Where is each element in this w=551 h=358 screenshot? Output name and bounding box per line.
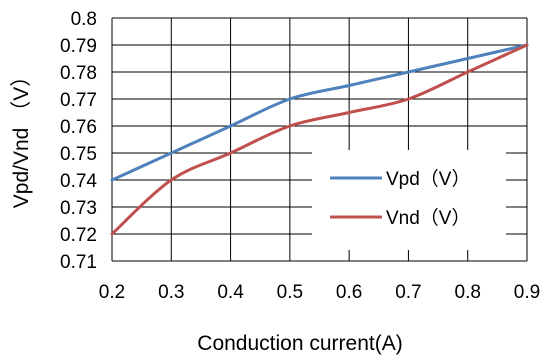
- y-tick-label: 0.71: [60, 252, 97, 273]
- y-tick-label: 0.72: [60, 225, 97, 246]
- y-tick-label: 0.76: [60, 117, 97, 138]
- legend-label: Vnd（V）: [386, 207, 470, 229]
- x-tick-label: 0.4: [217, 282, 244, 303]
- y-axis-label: Vpd/Vnd （V）: [10, 66, 33, 208]
- x-tick-label: 0.7: [395, 282, 421, 303]
- y-tick-label: 0.77: [60, 90, 97, 111]
- series-layer: [110, 43, 529, 236]
- x-tick-label: 0.3: [158, 282, 184, 303]
- y-axis-ticks: 0.71 0.72 0.73 0.74 0.75 0.76 0.77 0.78 0.79 0.8: [60, 9, 97, 273]
- y-tick-label: 0.74: [60, 171, 97, 192]
- y-tick-label: 0.73: [60, 198, 97, 219]
- x-tick-label: 0.8: [455, 282, 481, 303]
- x-tick-label: 0.9: [514, 282, 540, 303]
- series-line-vpd: [110, 43, 529, 182]
- legend: Vpd（V） Vnd（V）: [330, 168, 470, 229]
- y-tick-label: 0.79: [60, 36, 97, 57]
- x-axis-label: Conduction current(A): [197, 332, 402, 355]
- legend-background: [312, 150, 506, 250]
- x-tick-label: 0.6: [336, 282, 362, 303]
- series-line-vnd: [110, 43, 529, 236]
- x-axis-ticks: 0.2 0.3 0.4 0.5 0.6 0.7 0.8 0.9: [99, 282, 540, 303]
- y-tick-label: 0.78: [60, 63, 97, 84]
- y-tick-label: 0.8: [71, 9, 97, 30]
- x-tick-label: 0.5: [277, 282, 303, 303]
- x-tick-label: 0.2: [99, 282, 125, 303]
- y-tick-label: 0.75: [60, 144, 97, 165]
- legend-label: Vpd（V）: [386, 168, 470, 190]
